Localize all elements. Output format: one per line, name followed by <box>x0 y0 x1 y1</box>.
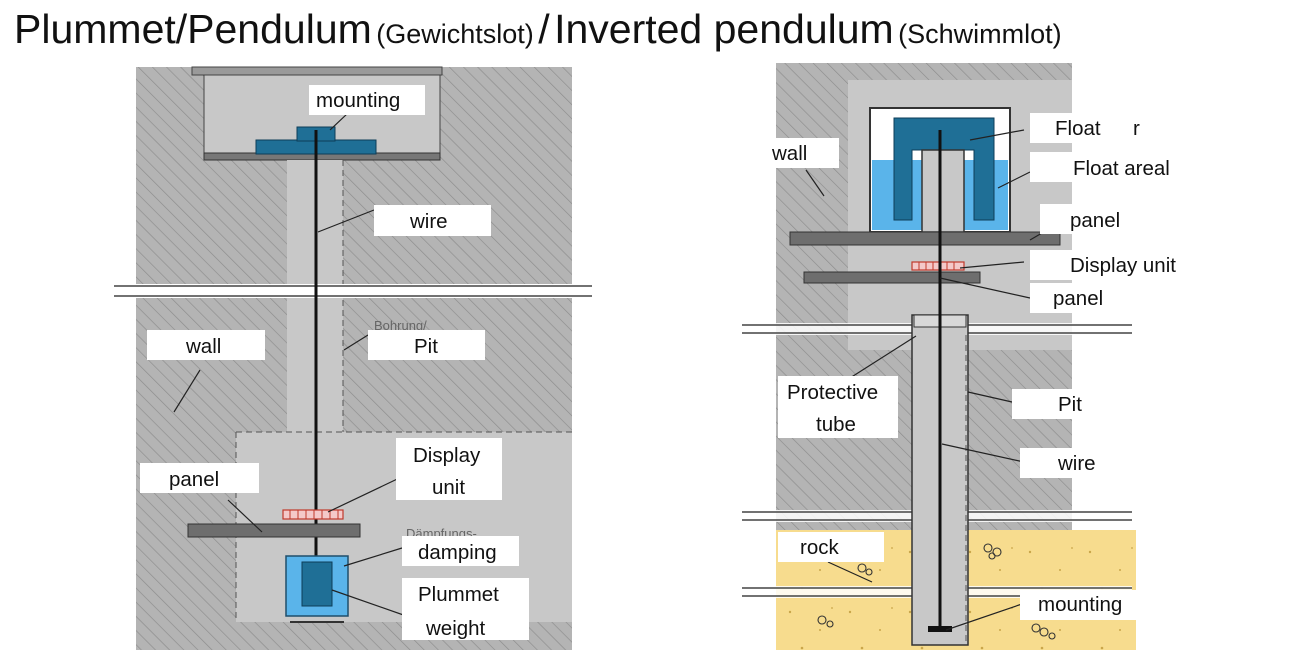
label-protective-1: Protective <box>787 381 878 404</box>
title-plummet: Plummet/Pendulum <box>14 6 372 52</box>
label-mounting-left: mounting <box>316 89 400 112</box>
label-mounting-right: mounting <box>1038 593 1122 616</box>
title-separator: / <box>538 6 550 52</box>
label-wire-right: wire <box>1057 452 1096 475</box>
label-display-left-2: unit <box>432 476 465 499</box>
label-float-areal: Float areal <box>1073 157 1170 180</box>
label-wire-left: wire <box>409 210 448 233</box>
label-wall-right: wall <box>771 142 807 165</box>
right-inverted-pendulum: Float r Float areal wall panel Display u… <box>742 63 1200 650</box>
right-float-stem <box>921 149 965 233</box>
diagram-title: Plummet/Pendulum (Gewichtslot) / Inverte… <box>14 2 1289 56</box>
ghost-bohrung: Bohrung/ <box>374 318 427 333</box>
label-wall-left: wall <box>185 335 221 358</box>
label-pit-left: Pit <box>414 335 438 358</box>
label-panel-bottom-right: panel <box>1053 287 1103 310</box>
title-inverted-german: (Schwimmlot) <box>898 19 1062 49</box>
right-display-unit <box>911 261 965 271</box>
label-display-right: Display unit <box>1070 254 1176 277</box>
left-panel <box>187 523 361 538</box>
label-rock: rock <box>800 536 839 559</box>
right-panel-bottom <box>803 271 981 284</box>
label-display-left-1: Display <box>413 444 481 467</box>
label-damping-left: damping <box>418 541 497 564</box>
label-float: Float <box>1055 117 1101 140</box>
right-float <box>893 117 995 221</box>
left-display-unit <box>282 509 344 520</box>
rock-pebbles <box>817 543 1056 640</box>
label-plummet-2: weight <box>425 617 486 640</box>
label-panel-top-right: panel <box>1070 209 1120 232</box>
label-plummet-1: Plummet <box>418 583 499 606</box>
right-anchor <box>928 626 952 632</box>
left-plummet-weight <box>301 561 333 607</box>
label-float-stray: r <box>1133 117 1140 140</box>
left-top-cap <box>191 66 443 76</box>
label-protective-2: tube <box>816 413 856 436</box>
title-inverted: Inverted pendulum <box>554 6 894 52</box>
label-pit-right: Pit <box>1058 393 1082 416</box>
right-panel-top <box>789 231 1061 246</box>
title-plummet-german: (Gewichtslot) <box>376 19 534 49</box>
left-pendulum: Bohrung/ Lotschacht Dämpfungs- behälter … <box>114 66 592 650</box>
label-panel-left: panel <box>169 468 219 491</box>
